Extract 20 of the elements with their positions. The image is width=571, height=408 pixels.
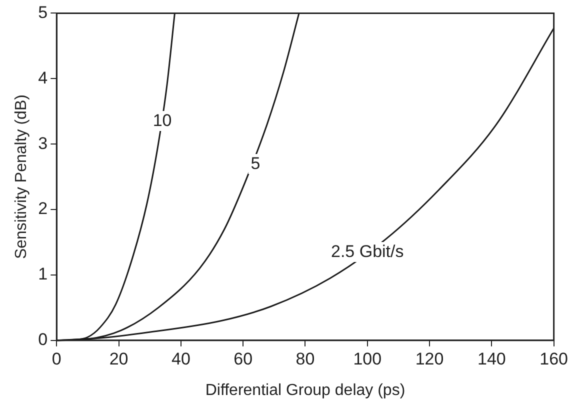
x-tick-label: 0 xyxy=(52,349,62,368)
x-axis-title: Differential Group delay (ps) xyxy=(205,382,406,399)
x-tick-label: 20 xyxy=(109,349,128,368)
annotation: 5 xyxy=(248,154,264,174)
x-tick-label: 80 xyxy=(296,349,315,368)
y-tick-label: 1 xyxy=(38,264,48,284)
x-tick-label: 140 xyxy=(477,349,506,368)
y-tick-label: 4 xyxy=(38,68,48,88)
x-tick-label: 160 xyxy=(540,349,568,368)
x-tick-label: 120 xyxy=(415,349,444,368)
x-tick-label: 40 xyxy=(171,349,190,368)
annotation: 2.5 Gbit/s xyxy=(328,242,407,262)
y-tick-label: 3 xyxy=(38,134,48,153)
y-tick-label: 2 xyxy=(38,199,48,218)
y-axis-title: Sensitivity Penalty (dB) xyxy=(13,94,30,260)
annotation: 10 xyxy=(150,111,175,132)
x-tick-label: 100 xyxy=(353,349,382,368)
y-tick-label: 0 xyxy=(38,330,48,350)
x-tick-label: 60 xyxy=(234,349,253,368)
y-tick-label: 5 xyxy=(38,2,48,22)
